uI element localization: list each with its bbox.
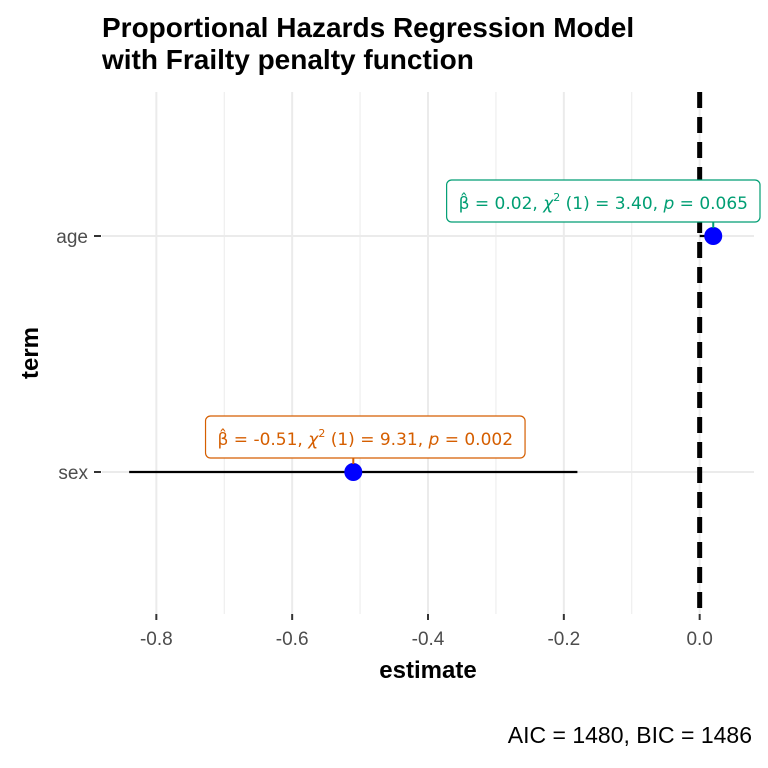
chi-symbol: χ xyxy=(542,194,554,214)
chi-value: (1) = 3.40, xyxy=(560,194,663,214)
chart-title-line-1: Proportional Hazards Regression Model xyxy=(102,12,635,43)
y-tick-label-sex: sex xyxy=(58,463,88,484)
chi-symbol: χ xyxy=(307,430,319,450)
beta-value: = 0.02, xyxy=(475,194,543,214)
stat-label-age: β̂ = 0.02, χ2 (1) = 3.40, p = 0.065 xyxy=(446,179,761,228)
p-value: = 0.002 xyxy=(439,430,513,450)
stat-label-text-sex: β̂ = -0.51, χ2 (1) = 9.31, p = 0.002 xyxy=(218,427,514,450)
stat-label-sex: β̂ = -0.51, χ2 (1) = 9.31, p = 0.002 xyxy=(204,415,526,464)
beta-hat-symbol: β̂ xyxy=(459,191,475,214)
chart-title: Proportional Hazards Regression Model wi… xyxy=(102,12,634,76)
x-tick-label: -0.8 xyxy=(140,629,173,650)
x-axis-title: estimate xyxy=(379,657,476,684)
stat-label-text-age: β̂ = 0.02, χ2 (1) = 3.40, p = 0.065 xyxy=(459,191,748,214)
point-estimate-sex xyxy=(344,463,363,481)
stat-label-box-sex xyxy=(204,415,526,459)
point-estimate-age xyxy=(704,227,723,245)
model-fit-caption: AIC = 1480, BIC = 1486 xyxy=(507,722,752,748)
chi-superscript: 2 xyxy=(553,191,560,204)
p-symbol: p xyxy=(428,430,440,450)
x-tick-label: -0.2 xyxy=(547,629,580,650)
x-tick-label: -0.6 xyxy=(276,629,309,650)
chi-value: (1) = 9.31, xyxy=(325,430,428,450)
x-tick-label: 0.0 xyxy=(686,629,712,650)
chi-superscript: 2 xyxy=(318,427,325,440)
p-value: = 0.065 xyxy=(674,194,748,214)
beta-value: = -0.51, xyxy=(234,430,308,450)
x-tick-label: -0.4 xyxy=(412,629,445,650)
chart-title-line-2: with Frailty penalty function xyxy=(102,44,474,75)
y-tick-label-age: age xyxy=(56,227,88,248)
stat-label-box-age xyxy=(446,179,761,223)
p-symbol: p xyxy=(662,194,674,214)
beta-hat-symbol: β̂ xyxy=(218,427,234,450)
axes: sex age -0.8 -0.6 -0.4 -0.2 0.0 xyxy=(56,227,713,650)
y-axis-title: term xyxy=(17,327,44,379)
